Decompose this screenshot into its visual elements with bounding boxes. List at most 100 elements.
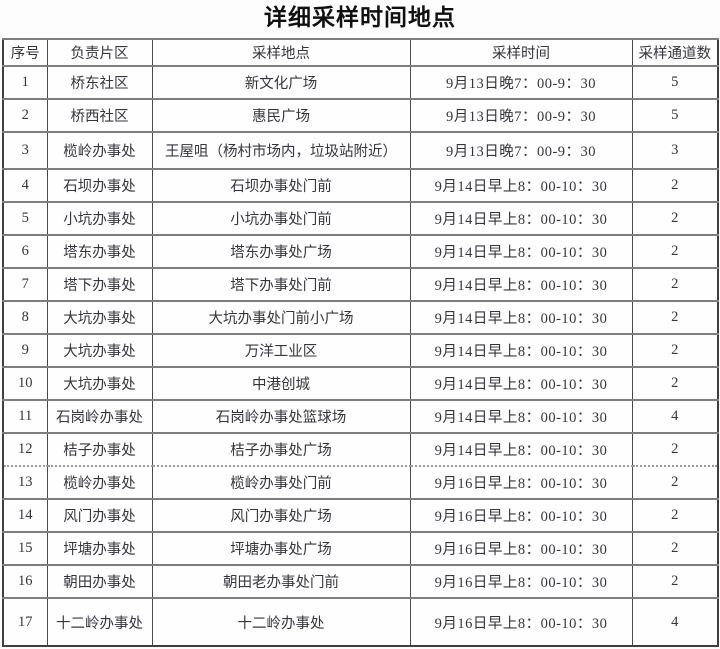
- table-row: 10 大坑办事处 中港创城 9月14日早上8：00-10：30 2: [2, 366, 719, 401]
- cell-channels: 5: [631, 98, 719, 133]
- cell-index: 17: [2, 597, 48, 647]
- cell-area: 桔子办事处: [46, 432, 153, 467]
- cell-channels: 2: [631, 564, 719, 599]
- table-row: 17 十二岭办事处 十二岭办事处 9月16日早上8：00-10：30 4: [2, 597, 719, 647]
- header-time: 采样时间: [409, 38, 633, 67]
- table-row: 7 塔下办事处 塔下办事处门前 9月14日早上8：00-10：30 2: [2, 267, 719, 302]
- cell-location: 塔东办事处广场: [151, 234, 411, 269]
- cell-area: 桥西社区: [46, 98, 153, 133]
- cell-index: 13: [2, 466, 48, 500]
- cell-time: 9月16日早上8：00-10：30: [409, 531, 633, 566]
- cell-time: 9月13日晚7：00-9：30: [409, 131, 633, 170]
- header-index: 序号: [2, 38, 48, 67]
- cell-area: 坪塘办事处: [46, 531, 153, 566]
- cell-channels: 2: [631, 333, 719, 368]
- cell-index: 7: [2, 267, 48, 302]
- cell-time: 9月14日早上8：00-10：30: [409, 300, 633, 335]
- cell-area: 朝田办事处: [46, 564, 153, 599]
- table-row: 6 塔东办事处 塔东办事处广场 9月14日早上8：00-10：30 2: [2, 234, 719, 269]
- cell-index: 9: [2, 333, 48, 368]
- cell-time: 9月14日早上8：00-10：30: [409, 267, 633, 302]
- table-row: 8 大坑办事处 大坑办事处门前小广场 9月14日早上8：00-10：30 2: [2, 300, 719, 335]
- header-area: 负责片区: [46, 38, 153, 67]
- table-row: 11 石岗岭办事处 石岗岭办事处篮球场 9月14日早上8：00-10：30 4: [2, 399, 719, 434]
- cell-channels: 2: [631, 168, 719, 203]
- header-channels: 采样通道数: [631, 38, 719, 67]
- cell-location: 朝田老办事处门前: [151, 564, 411, 599]
- cell-area: 桥东社区: [46, 65, 153, 100]
- cell-location: 大坑办事处门前小广场: [151, 300, 411, 335]
- cell-time: 9月13日晚7：00-9：30: [409, 98, 633, 133]
- cell-location: 惠民广场: [151, 98, 411, 133]
- cell-index: 14: [2, 498, 48, 533]
- cell-area: 大坑办事处: [46, 333, 153, 368]
- cell-location: 塔下办事处门前: [151, 267, 411, 302]
- cell-channels: 4: [631, 399, 719, 434]
- cell-channels: 2: [631, 201, 719, 236]
- table-row: 3 榄岭办事处 王屋咀（杨村市场内，垃圾站附近） 9月13日晚7：00-9：30 3: [2, 131, 719, 170]
- cell-area: 风门办事处: [46, 498, 153, 533]
- cell-index: 1: [2, 65, 48, 100]
- cell-location: 中港创城: [151, 366, 411, 401]
- cell-time: 9月14日早上8：00-10：30: [409, 366, 633, 401]
- cell-location: 新文化广场: [151, 65, 411, 100]
- cell-location: 桔子办事处广场: [151, 432, 411, 467]
- cell-area: 石岗岭办事处: [46, 399, 153, 434]
- cell-index: 2: [2, 98, 48, 133]
- table-row: 15 坪塘办事处 坪塘办事处广场 9月16日早上8：00-10：30 2: [2, 531, 719, 566]
- cell-index: 4: [2, 168, 48, 203]
- cell-location: 风门办事处广场: [151, 498, 411, 533]
- cell-area: 塔下办事处: [46, 267, 153, 302]
- table-row: 13 榄岭办事处 榄岭办事处门前 9月16日早上8：00-10：30 2: [2, 466, 719, 500]
- cell-channels: 2: [631, 466, 719, 500]
- cell-location: 王屋咀（杨村市场内，垃圾站附近）: [151, 131, 411, 170]
- cell-index: 16: [2, 564, 48, 599]
- cell-location: 石坝办事处门前: [151, 168, 411, 203]
- cell-area: 大坑办事处: [46, 366, 153, 401]
- table-row: 12 桔子办事处 桔子办事处广场 9月14日早上8：00-10：30 2: [2, 432, 719, 467]
- table-row: 2 桥西社区 惠民广场 9月13日晚7：00-9：30 5: [2, 98, 719, 133]
- cell-channels: 3: [631, 131, 719, 170]
- header-row: 序号 负责片区 采样地点 采样时间 采样通道数: [2, 38, 719, 67]
- cell-time: 9月16日早上8：00-10：30: [409, 564, 633, 599]
- cell-time: 9月14日早上8：00-10：30: [409, 432, 633, 467]
- cell-time: 9月14日早上8：00-10：30: [409, 201, 633, 236]
- cell-area: 石坝办事处: [46, 168, 153, 203]
- cell-time: 9月16日早上8：00-10：30: [409, 597, 633, 647]
- cell-index: 12: [2, 432, 48, 467]
- cell-area: 大坑办事处: [46, 300, 153, 335]
- cell-location: 榄岭办事处门前: [151, 466, 411, 500]
- page-title: 详细采样时间地点: [264, 5, 456, 30]
- cell-location: 小坑办事处门前: [151, 201, 411, 236]
- cell-location: 万洋工业区: [151, 333, 411, 368]
- cell-channels: 5: [631, 65, 719, 100]
- cell-index: 5: [2, 201, 48, 236]
- sampling-schedule-table: 序号 负责片区 采样地点 采样时间 采样通道数 1 桥东社区 新文化广场 9月13日晚…: [2, 38, 719, 647]
- table-header: 序号 负责片区 采样地点 采样时间 采样通道数: [2, 38, 719, 67]
- cell-area: 塔东办事处: [46, 234, 153, 269]
- cell-index: 11: [2, 399, 48, 434]
- cell-location: 石岗岭办事处篮球场: [151, 399, 411, 434]
- cell-time: 9月16日早上8：00-10：30: [409, 498, 633, 533]
- cell-index: 6: [2, 234, 48, 269]
- cell-channels: 4: [631, 597, 719, 647]
- cell-area: 小坑办事处: [46, 201, 153, 236]
- table-row: 1 桥东社区 新文化广场 9月13日晚7：00-9：30 5: [2, 65, 719, 100]
- cell-area: 榄岭办事处: [46, 466, 153, 500]
- cell-location: 十二岭办事处: [151, 597, 411, 647]
- table-body: 1 桥东社区 新文化广场 9月13日晚7：00-9：30 5 2 桥西社区 惠民广场 9月13日…: [2, 65, 719, 647]
- cell-time: 9月14日早上8：00-10：30: [409, 333, 633, 368]
- cell-area: 十二岭办事处: [46, 597, 153, 647]
- cell-time: 9月14日早上8：00-10：30: [409, 168, 633, 203]
- cell-channels: 2: [631, 498, 719, 533]
- cell-time: 9月14日早上8：00-10：30: [409, 234, 633, 269]
- table-row: 16 朝田办事处 朝田老办事处门前 9月16日早上8：00-10：30 2: [2, 564, 719, 599]
- header-location: 采样地点: [151, 38, 411, 67]
- cell-channels: 2: [631, 432, 719, 467]
- cell-time: 9月14日早上8：00-10：30: [409, 399, 633, 434]
- cell-channels: 2: [631, 267, 719, 302]
- cell-area: 榄岭办事处: [46, 131, 153, 170]
- cell-channels: 2: [631, 234, 719, 269]
- cell-location: 坪塘办事处广场: [151, 531, 411, 566]
